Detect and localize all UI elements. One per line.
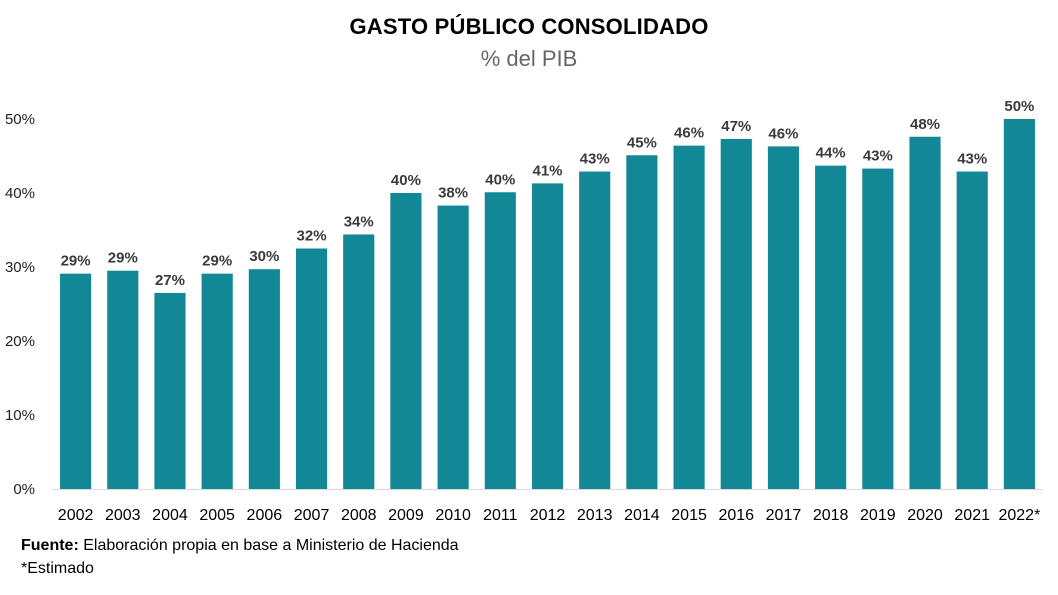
bar-2010 [437, 205, 469, 489]
estimate-note: *Estimado [21, 560, 94, 577]
data-label: 50% [1004, 98, 1034, 115]
bar-2003 [107, 270, 139, 489]
bar-2006 [248, 269, 280, 489]
source-label: Fuente: [21, 537, 79, 554]
bar-2021 [956, 171, 988, 490]
y-tick-label: 50% [5, 111, 35, 128]
data-label: 29% [61, 253, 91, 270]
data-label: 27% [155, 272, 185, 289]
x-tick-label: 2002 [58, 507, 94, 524]
data-label: 40% [485, 171, 515, 188]
bar-2019 [862, 168, 894, 489]
chart-subtitle: % del PIB [480, 46, 578, 71]
bar-2008 [343, 234, 375, 489]
data-label: 43% [957, 151, 987, 168]
bar-2009 [390, 193, 422, 489]
x-tick-label: 2013 [577, 507, 613, 524]
x-tick-label: 2011 [483, 507, 518, 524]
bar-2005 [201, 273, 233, 489]
x-tick-label: 2006 [247, 507, 283, 524]
x-tick-label: 2003 [105, 507, 141, 524]
data-label: 40% [391, 172, 421, 189]
data-label: 46% [768, 125, 798, 142]
bar-series [60, 119, 1035, 490]
x-tick-label: 2009 [388, 507, 424, 524]
x-tick-label: 2019 [860, 507, 896, 524]
source-note: Fuente: Elaboración propia en base a Min… [21, 537, 459, 555]
x-tick-label: 2017 [766, 507, 802, 524]
data-label: 44% [816, 145, 846, 162]
data-label: 48% [910, 116, 940, 133]
x-tick-label: 2022* [998, 507, 1040, 524]
bar-2016 [720, 138, 752, 490]
bar-2014 [626, 155, 658, 489]
y-axis: 0% 10% 20% 30% 40% 50% [5, 111, 35, 498]
data-label: 46% [674, 125, 704, 142]
y-tick-label: 40% [5, 185, 35, 202]
bar-2020 [909, 136, 941, 489]
data-label: 47% [721, 118, 751, 135]
x-tick-label: 2014 [624, 507, 660, 524]
bar-2015 [673, 145, 705, 489]
source-text: Elaboración propia en base a Ministerio … [78, 537, 459, 554]
bar-2017 [767, 146, 800, 489]
y-tick-label: 20% [5, 333, 35, 350]
data-label: 34% [344, 213, 374, 230]
bar-2012 [531, 183, 564, 489]
bar-2002 [60, 273, 92, 489]
x-tick-label: 2016 [718, 507, 754, 524]
data-label: 43% [580, 151, 610, 168]
data-label: 38% [438, 185, 468, 202]
data-labels: 29% 29% 27% 29% 30% 32% 34% 40% 38% 40% 41% 43% 45% 4… [61, 98, 1035, 289]
chart-title: GASTO PÚBLICO CONSOLIDADO [349, 14, 709, 39]
data-label: 30% [249, 248, 279, 265]
x-tick-label: 2004 [152, 507, 188, 524]
x-tick-label: 2007 [294, 507, 330, 524]
bar-2011 [484, 192, 516, 489]
y-tick-label: 0% [13, 481, 35, 498]
bar-2018 [815, 165, 847, 489]
x-tick-label: 2010 [435, 507, 471, 524]
bar-2007 [295, 248, 328, 489]
y-tick-label: 10% [5, 407, 35, 424]
bar-2022 [1003, 119, 1035, 489]
data-label: 32% [297, 228, 327, 245]
x-tick-label: 2021 [954, 507, 990, 524]
bar-2004 [154, 292, 186, 489]
x-tick-label: 2020 [907, 507, 943, 524]
x-tick-label: 2005 [199, 507, 235, 524]
x-tick-label: 2012 [530, 507, 566, 524]
data-label: 29% [108, 250, 138, 267]
x-tick-label: 2008 [341, 507, 377, 524]
data-label: 29% [202, 253, 232, 270]
data-label: 45% [627, 134, 657, 151]
x-tick-label: 2018 [813, 507, 849, 524]
x-tick-label: 2015 [671, 507, 707, 524]
y-tick-label: 30% [5, 259, 35, 276]
data-label: 41% [532, 162, 562, 179]
x-axis: 2002 2003 2004 2005 2006 2007 2008 2009 2010 2011… [52, 489, 1043, 524]
bar-2013 [579, 171, 611, 490]
data-label: 43% [863, 148, 893, 165]
